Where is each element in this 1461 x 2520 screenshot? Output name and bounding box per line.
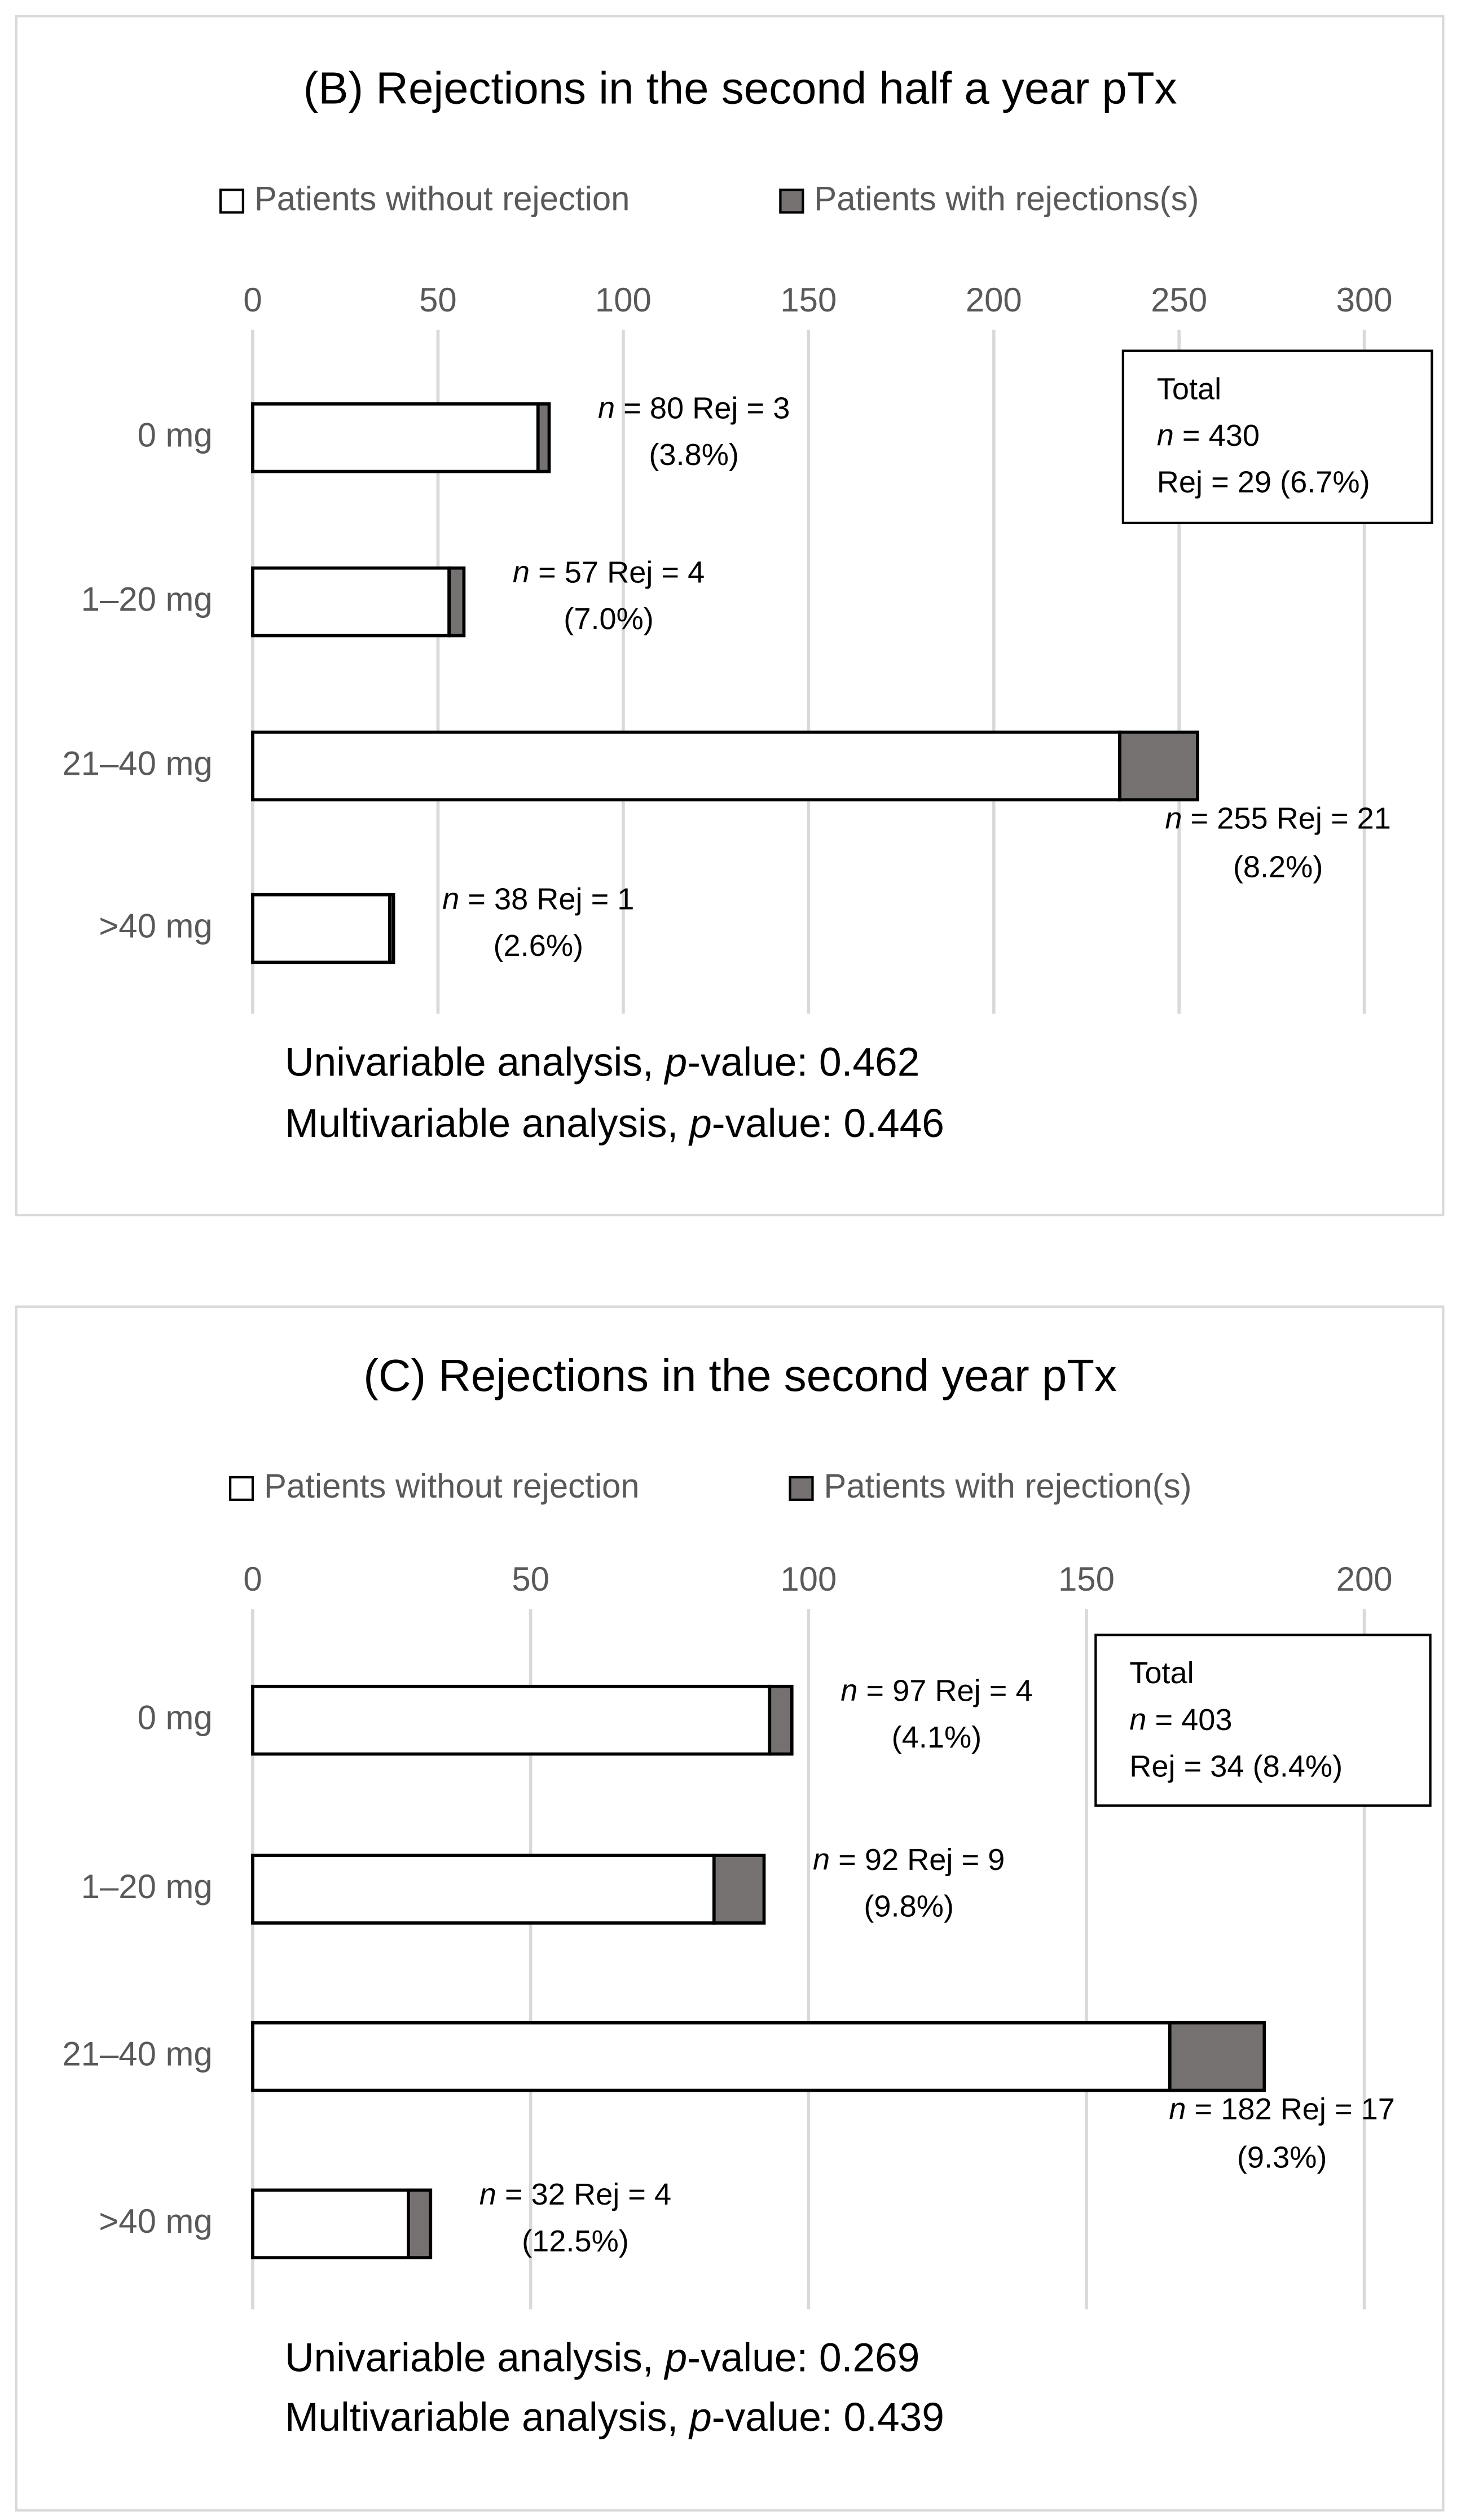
y-tick-label: 21–40 mg bbox=[62, 744, 212, 782]
legend-swatch bbox=[219, 188, 245, 214]
data-label: n = 38 Rej = 1 bbox=[442, 882, 634, 916]
y-tick-label: 0 mg bbox=[138, 416, 213, 454]
total-text: n = 403 bbox=[1129, 1703, 1232, 1737]
legend-label: Patients with rejections(s) bbox=[814, 179, 1199, 217]
total-text: n = 430 bbox=[1157, 419, 1260, 453]
x-tick-label: 250 bbox=[1151, 281, 1207, 319]
x-tick-label: 300 bbox=[1336, 281, 1393, 319]
data-label: n = 57 Rej = 4 bbox=[513, 555, 705, 589]
data-label: n = 255 Rej = 21 bbox=[1165, 802, 1391, 836]
data-label: n = 97 Rej = 4 bbox=[840, 1674, 1032, 1707]
data-label: (7.0%) bbox=[564, 602, 654, 636]
data-label: (4.1%) bbox=[892, 1720, 982, 1754]
x-tick-label: 0 bbox=[243, 281, 262, 319]
total-box bbox=[1094, 1634, 1432, 1807]
x-tick-label: 150 bbox=[1058, 1560, 1115, 1598]
legend-label: Patients with rejection(s) bbox=[824, 1467, 1191, 1505]
chart-title: (C) Rejections in the second year pTx bbox=[363, 1350, 1117, 1401]
data-label: n = 80 Rej = 3 bbox=[598, 392, 790, 425]
data-label: (9.8%) bbox=[864, 1890, 954, 1924]
bar-segment bbox=[712, 1854, 766, 1925]
bar-segment bbox=[251, 2188, 410, 2259]
total-text: Total bbox=[1129, 1656, 1194, 1690]
bar-segment bbox=[251, 1684, 772, 1756]
data-label: (3.8%) bbox=[649, 438, 739, 472]
data-label: (12.5%) bbox=[522, 2224, 629, 2258]
data-label: (9.3%) bbox=[1237, 2140, 1327, 2174]
data-label: n = 92 Rej = 9 bbox=[813, 1843, 1005, 1877]
x-tick-label: 150 bbox=[780, 281, 837, 319]
analysis-note: Multivariable analysis, p-value: 0.439 bbox=[285, 2395, 944, 2440]
legend-swatch bbox=[228, 1476, 254, 1502]
y-tick-label: >40 mg bbox=[99, 2202, 212, 2240]
analysis-note: Univariable analysis, p-value: 0.269 bbox=[285, 2335, 919, 2380]
bar-segment bbox=[1118, 730, 1199, 802]
x-tick-label: 200 bbox=[1336, 1560, 1393, 1598]
x-tick-label: 0 bbox=[243, 1560, 262, 1598]
x-tick-label: 200 bbox=[966, 281, 1022, 319]
data-label: n = 182 Rej = 17 bbox=[1169, 2092, 1395, 2126]
bar-segment bbox=[536, 402, 551, 473]
x-tick-label: 100 bbox=[595, 281, 652, 319]
legend-label: Patients without rejection bbox=[264, 1467, 640, 1505]
bar-segment bbox=[388, 893, 395, 964]
y-tick-label: 1–20 mg bbox=[81, 580, 213, 618]
bar-segment bbox=[251, 730, 1121, 802]
y-tick-label: >40 mg bbox=[99, 907, 212, 945]
bar-segment bbox=[251, 1854, 716, 1925]
bar-segment bbox=[768, 1684, 794, 1756]
total-box bbox=[1121, 349, 1433, 524]
total-text: Total bbox=[1157, 372, 1221, 406]
bar-segment bbox=[407, 2188, 433, 2259]
bar-segment bbox=[251, 2021, 1172, 2092]
chart-title: (B) Rejections in the second half a year… bbox=[303, 63, 1177, 113]
y-tick-label: 21–40 mg bbox=[62, 2035, 212, 2073]
y-tick-label: 1–20 mg bbox=[81, 1868, 213, 1906]
data-label: (2.6%) bbox=[493, 929, 583, 963]
bar-segment bbox=[251, 893, 391, 964]
bar-segment bbox=[251, 402, 540, 473]
total-text: Rej = 34 (8.4%) bbox=[1129, 1749, 1343, 1783]
x-tick-label: 50 bbox=[512, 1560, 549, 1598]
legend-swatch bbox=[789, 1476, 814, 1502]
data-label: (8.2%) bbox=[1233, 850, 1323, 884]
bar-segment bbox=[447, 566, 466, 638]
analysis-note: Univariable analysis, p-value: 0.462 bbox=[285, 1040, 919, 1085]
x-tick-label: 50 bbox=[419, 281, 457, 319]
analysis-note: Multivariable analysis, p-value: 0.446 bbox=[285, 1101, 944, 1146]
legend-label: Patients without rejection bbox=[254, 179, 630, 217]
data-label: n = 32 Rej = 4 bbox=[479, 2177, 671, 2211]
total-text: Rej = 29 (6.7%) bbox=[1157, 466, 1370, 499]
y-tick-label: 0 mg bbox=[138, 1698, 213, 1736]
bar-segment bbox=[1168, 2021, 1266, 2092]
bar-segment bbox=[251, 566, 451, 638]
x-tick-label: 100 bbox=[780, 1560, 837, 1598]
legend-swatch bbox=[779, 188, 804, 214]
